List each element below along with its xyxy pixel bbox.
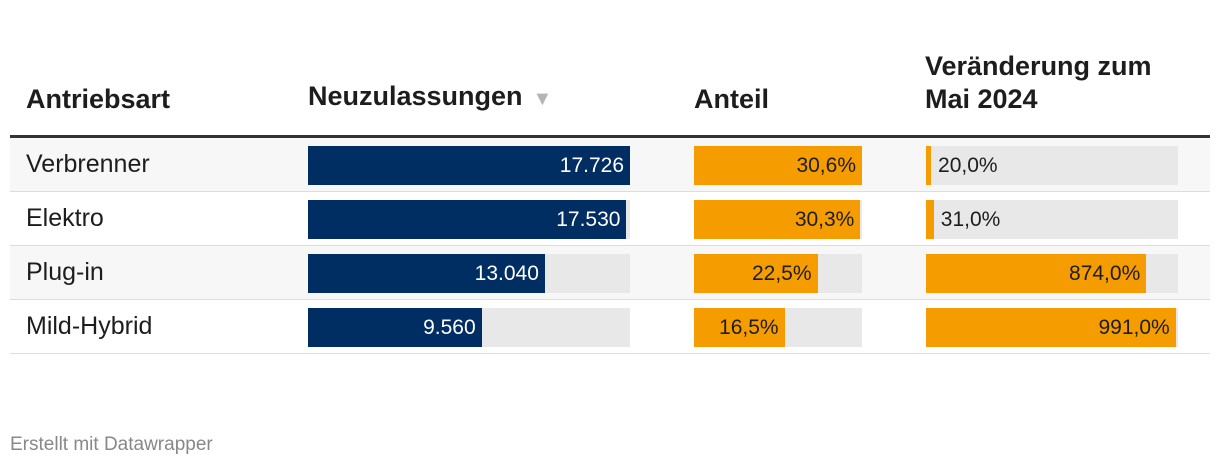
row-antriebsart: Elektro xyxy=(26,204,104,232)
change-value-label: 20,0% xyxy=(938,154,998,177)
data-table: Antriebsart Neuzulassungen ▼ Anteil Verän… xyxy=(10,0,1210,354)
share-value-label: 30,3% xyxy=(794,208,855,231)
change-value-label: 874,0% xyxy=(1069,262,1141,285)
table-row: Verbrenner 17.726 30,6% 20,0% xyxy=(10,138,1210,192)
change-bar-track: 20,0% xyxy=(926,146,1178,185)
header-neuzulassungen-label: Neuzulassungen xyxy=(308,81,523,111)
share-bar-track: 16,5% xyxy=(694,308,862,347)
share-bar xyxy=(694,200,861,239)
share-bar xyxy=(694,308,785,347)
header-veraenderung-line1: Veränderung zum xyxy=(925,51,1152,81)
footer-credit[interactable]: Erstellt mit Datawrapper xyxy=(10,434,213,455)
reg-bar-track: 17.530 xyxy=(308,200,630,239)
header-antriebsart[interactable]: Antriebsart xyxy=(26,83,170,116)
reg-value-label: 13.040 xyxy=(474,262,539,285)
change-bar-track: 31,0% xyxy=(926,200,1178,239)
header-veraenderung[interactable]: Veränderung zum Mai 2024 xyxy=(925,50,1195,116)
header-anteil-label: Anteil xyxy=(694,84,770,114)
share-bar-track: 30,3% xyxy=(694,200,862,239)
header-anteil[interactable]: Anteil xyxy=(694,83,769,116)
sort-desc-icon[interactable]: ▼ xyxy=(532,88,553,110)
change-value-label: 31,0% xyxy=(940,208,1001,231)
reg-bar xyxy=(308,146,630,185)
table-header: Antriebsart Neuzulassungen ▼ Anteil Verän… xyxy=(10,0,1210,138)
table-row: Plug-in 13.040 22,5% 874,0% xyxy=(10,246,1210,300)
header-veraenderung-line2: Mai 2024 xyxy=(925,84,1038,114)
change-value-label: 991,0% xyxy=(1098,316,1170,339)
share-bar xyxy=(694,146,862,185)
share-value-label: 22,5% xyxy=(751,262,812,285)
share-bar-track: 30,6% xyxy=(694,146,862,185)
reg-bar xyxy=(308,308,482,347)
reg-bar-track: 9.560 xyxy=(308,308,630,347)
change-bar-track: 874,0% xyxy=(926,254,1178,293)
reg-value-label: 17.726 xyxy=(559,154,624,177)
reg-value-label: 9.560 xyxy=(423,316,476,339)
change-bar xyxy=(926,308,1176,347)
share-value-label: 16,5% xyxy=(719,316,779,339)
reg-value-label: 17.530 xyxy=(556,208,621,231)
header-antriebsart-label: Antriebsart xyxy=(26,84,171,114)
reg-bar xyxy=(308,254,545,293)
share-bar-track: 22,5% xyxy=(694,254,862,293)
change-bar-track: 991,0% xyxy=(926,308,1178,347)
table-row: Mild-Hybrid 9.560 16,5% 991,0% xyxy=(10,300,1210,354)
reg-bar xyxy=(308,200,627,239)
row-antriebsart: Verbrenner xyxy=(26,150,150,178)
row-antriebsart: Mild-Hybrid xyxy=(26,312,153,340)
change-bar xyxy=(926,146,932,185)
change-bar xyxy=(926,200,934,239)
reg-bar-track: 13.040 xyxy=(308,254,630,293)
share-bar xyxy=(694,254,818,293)
header-neuzulassungen[interactable]: Neuzulassungen ▼ xyxy=(308,80,552,116)
row-antriebsart: Plug-in xyxy=(26,258,104,286)
table-body: Verbrenner 17.726 30,6% 20,0% Elektro 17.530 3… xyxy=(10,138,1210,354)
change-bar xyxy=(926,254,1147,293)
share-value-label: 30,6% xyxy=(796,154,856,177)
reg-bar-track: 17.726 xyxy=(308,146,630,185)
table-row: Elektro 17.530 30,3% 31,0% xyxy=(10,192,1210,246)
